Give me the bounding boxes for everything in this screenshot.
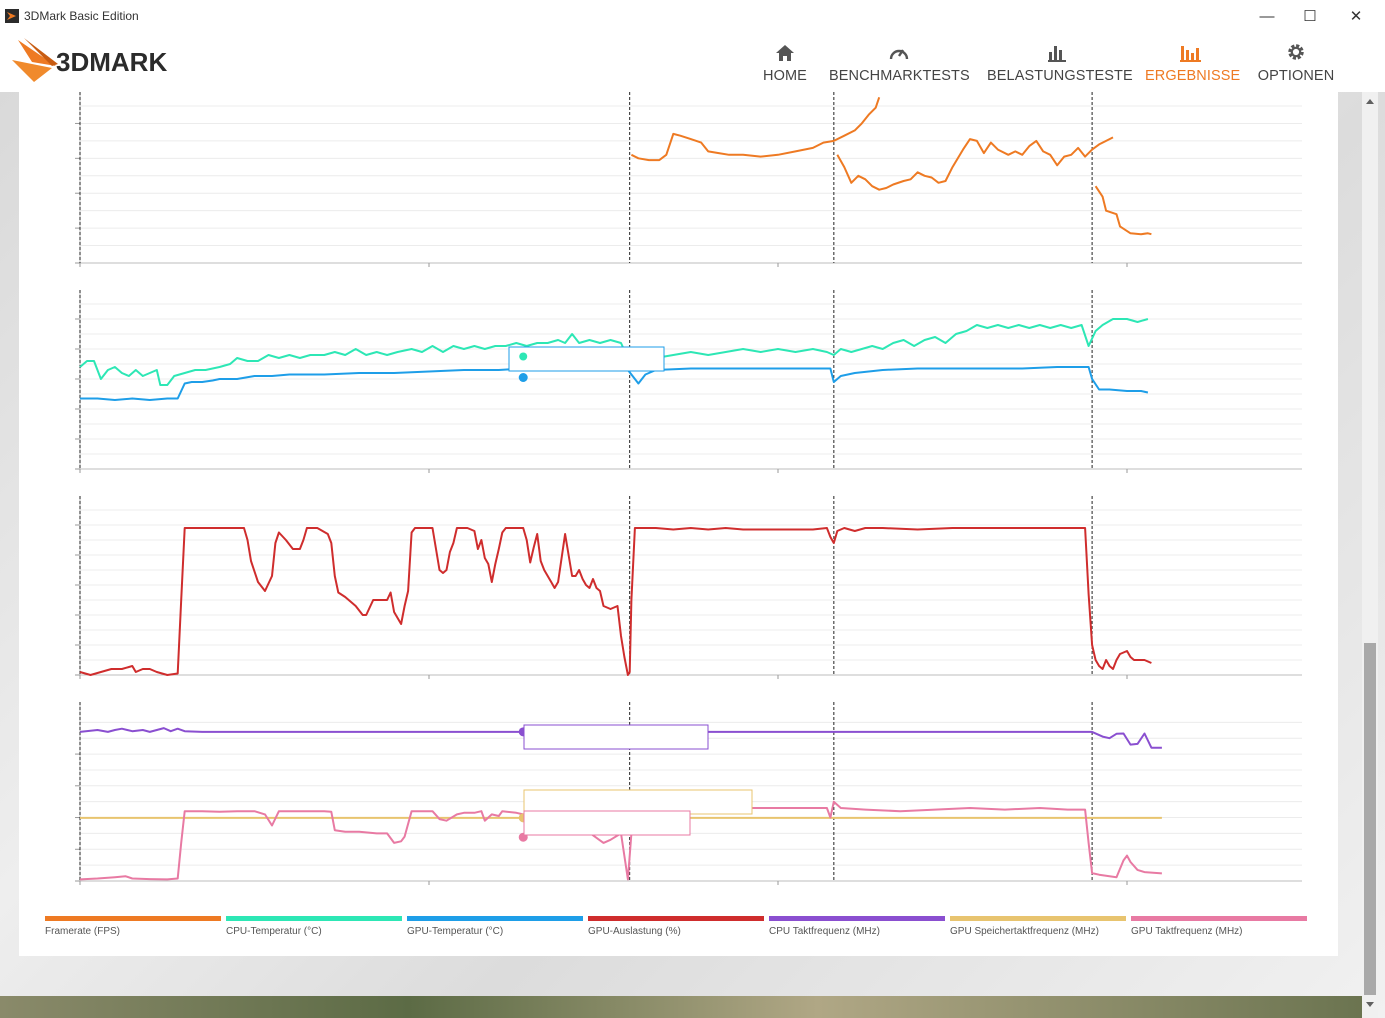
- legend-item[interactable]: GPU-Temperatur (°C): [407, 916, 583, 937]
- desktop-wallpaper-strip: [0, 996, 1362, 1018]
- nav-home[interactable]: HOME: [757, 40, 813, 88]
- tooltip-dot: [518, 373, 528, 382]
- close-button[interactable]: ✕: [1349, 8, 1363, 25]
- series-line: [836, 136, 1114, 191]
- tooltip-dot: [519, 352, 528, 361]
- nav-ergebnisse-label: ERGEBNISSE: [1145, 68, 1241, 84]
- tooltip: [518, 724, 709, 750]
- legend-label: GPU Speichertaktfrequenz (MHz): [950, 926, 1099, 937]
- minimize-button[interactable]: —: [1259, 7, 1275, 25]
- legend-item[interactable]: CPU Taktfrequenz (MHz): [769, 916, 945, 937]
- tooltip-box: [523, 810, 691, 836]
- series-line: [80, 366, 1149, 401]
- tooltip-box: [508, 346, 665, 372]
- legend-swatch: [950, 916, 1126, 921]
- chart-2: [75, 290, 1302, 473]
- nav-belastungsteste-label: BELASTUNGSTESTE: [987, 68, 1133, 84]
- nav-benchmarktests-label: BENCHMARKTESTS: [829, 68, 970, 84]
- 3dmark-logo[interactable]: 3DMARK: [12, 36, 222, 93]
- legend-item[interactable]: CPU-Temperatur (°C): [226, 916, 402, 937]
- series-line: [79, 800, 1162, 881]
- series-line: [79, 318, 1149, 386]
- legend-item[interactable]: GPU Taktfrequenz (MHz): [1131, 916, 1307, 937]
- legend-item[interactable]: Framerate (FPS): [45, 916, 221, 937]
- window-titlebar[interactable]: 3DMark Basic Edition — ☐ ✕: [0, 0, 1385, 32]
- home-icon: [757, 40, 813, 62]
- legend-swatch: [45, 916, 221, 921]
- tooltip: [518, 810, 691, 842]
- legend-label: GPU-Auslastung (%): [588, 926, 681, 937]
- series-line: [79, 527, 1152, 676]
- legend-swatch: [407, 916, 583, 921]
- legend-label: CPU Taktfrequenz (MHz): [769, 926, 880, 937]
- vertical-scrollbar[interactable]: [1362, 92, 1378, 1018]
- legend-swatch: [588, 916, 764, 921]
- legend-item[interactable]: GPU-Auslastung (%): [588, 916, 764, 937]
- chart-3: [75, 496, 1302, 679]
- nav-ergebnisse[interactable]: ERGEBNISSE: [1145, 40, 1241, 88]
- tooltip-box: [523, 789, 753, 815]
- tooltip: [518, 789, 753, 823]
- nav-home-label: HOME: [763, 68, 807, 84]
- legend-swatch: [1131, 916, 1307, 921]
- legend-label: Framerate (FPS): [45, 926, 121, 937]
- results-chart-icon: [1145, 40, 1237, 62]
- legend-swatch: [226, 916, 402, 921]
- legend-item[interactable]: GPU Speichertaktfrequenz (MHz): [950, 916, 1126, 937]
- nav-belastungsteste[interactable]: BELASTUNGSTESTE: [987, 40, 1133, 88]
- series-line: [630, 96, 881, 162]
- gauge-icon: [829, 40, 969, 62]
- tooltip-box: [523, 724, 709, 750]
- series-line: [1094, 185, 1152, 236]
- monitoring-charts: [75, 92, 1302, 885]
- scroll-up-icon[interactable]: [1362, 94, 1378, 110]
- app-header: 3DMARK HOME BENCHMARKTESTS BELASTUNGSTES…: [0, 32, 1385, 92]
- maximize-button[interactable]: ☐: [1303, 8, 1317, 25]
- legend-label: GPU-Temperatur (°C): [407, 926, 504, 937]
- tooltip: [508, 346, 665, 382]
- nav-optionen-label: OPTIONEN: [1257, 68, 1335, 84]
- nav-optionen[interactable]: OPTIONEN: [1256, 40, 1336, 88]
- legend-label: GPU Taktfrequenz (MHz): [1131, 926, 1243, 937]
- app-icon: [5, 9, 19, 23]
- nav-benchmarktests[interactable]: BENCHMARKTESTS: [829, 40, 970, 88]
- gear-icon: [1256, 40, 1336, 62]
- scroll-down-icon[interactable]: [1362, 996, 1378, 1012]
- legend-swatch: [769, 916, 945, 921]
- bar-chart-icon: [987, 40, 1127, 62]
- chart-1: [75, 92, 1302, 267]
- legend-label: CPU-Temperatur (°C): [226, 926, 322, 937]
- logo-text: 3DMARK: [56, 47, 167, 77]
- results-panel: Framerate (FPS) CPU-Temperatur (°C) GPU-Te…: [19, 92, 1338, 956]
- window-title: 3DMark Basic Edition: [24, 9, 139, 23]
- scrollbar-thumb[interactable]: [1364, 643, 1376, 995]
